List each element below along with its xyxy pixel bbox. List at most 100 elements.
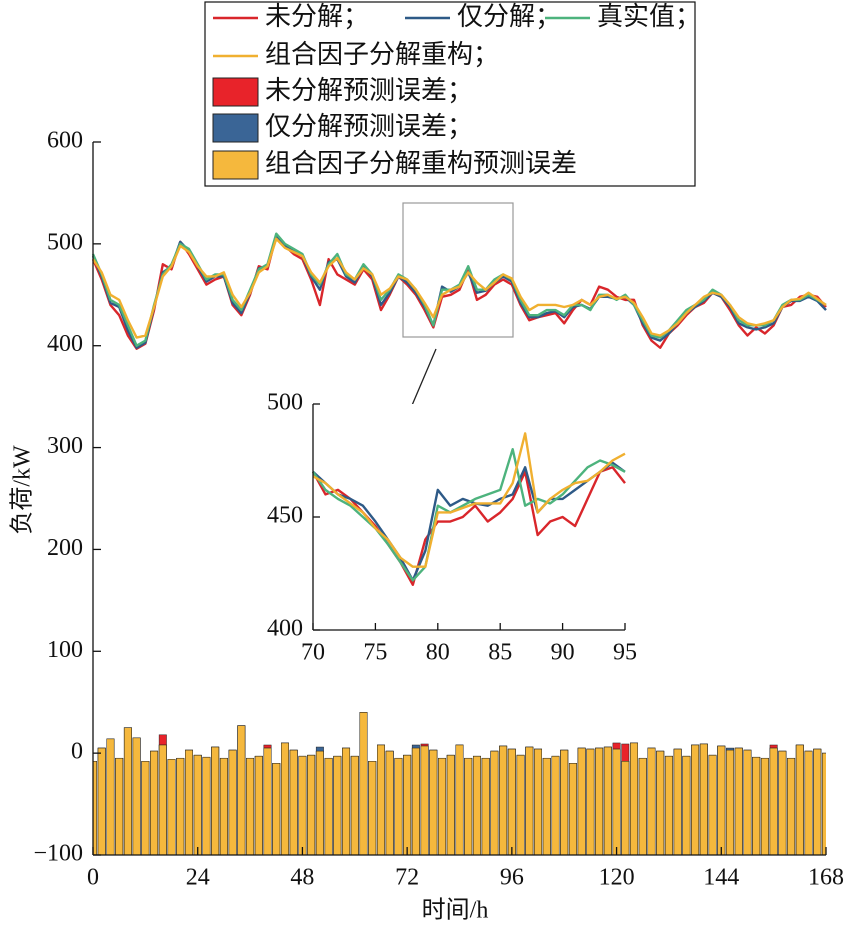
error-bar [115,757,124,855]
legend-swatch [212,150,259,180]
error-bar [420,745,429,855]
error-bar [403,754,412,855]
error-bar [193,754,202,855]
y-tick-label: 450 [267,503,303,529]
error-bar [490,750,499,855]
x-tick-label: 80 [426,640,450,666]
x-tick-label: 144 [703,865,739,891]
x-axis-label: 时间/h [422,897,489,924]
error-bar [560,749,569,855]
error-bar [385,750,394,855]
y-tick-label: 500 [267,390,303,416]
error-bar [254,755,263,855]
error-bar [682,755,691,855]
error-bar [699,743,708,855]
y-tick-label: 0 [71,739,83,765]
error-bar [813,748,822,855]
error-bar [455,744,464,855]
x-tick-label: 95 [613,640,637,666]
error-bar [726,749,734,855]
error-bar [769,747,778,855]
error-bar [438,757,447,855]
error-bar [612,748,621,855]
y-tick-label: 100 [47,637,83,663]
x-tick-label: 96 [500,865,524,891]
error-bar [630,742,638,855]
error-bar [542,757,551,855]
series-line [312,432,626,568]
error-bar [281,742,289,855]
series-line [91,234,827,350]
legend-label: 真实值； [597,2,701,31]
error-bar [822,752,826,855]
error-bar [464,757,473,855]
error-bar [394,757,403,855]
legend-label: 组合因子分解重构； [265,40,499,69]
legend-swatch [212,113,259,143]
error-bar [411,747,420,855]
error-bar [752,756,761,855]
error-bar [93,761,97,855]
x-tick-label: 70 [301,640,325,666]
x-tick-label: 168 [808,865,844,891]
error-bar [237,725,246,855]
error-bar [691,744,700,855]
error-bar [664,755,673,855]
error-bar [342,747,351,855]
y-axis-label: 负荷/kW [9,445,36,535]
error-bar [359,712,368,855]
error-bar [333,755,342,855]
error-bar [795,744,804,855]
error-bar [97,747,106,855]
error-bar [350,755,359,855]
series-line [91,237,827,339]
error-bar [778,750,787,855]
error-bar [202,756,211,855]
error-bar [673,748,682,855]
y-tick-label: 300 [47,433,83,459]
error-bar [621,761,630,855]
bars [93,712,826,855]
y-tick-label: 500 [47,229,83,255]
legend-label: 未分解预测误差； [265,76,473,105]
error-bar [272,763,281,855]
error-bar [263,747,272,855]
legend-label: 仅分解； [457,2,561,31]
error-bar [499,745,508,855]
error-bar [167,759,176,855]
error-bar [760,757,769,855]
error-bar [106,738,115,855]
error-bar [647,747,656,855]
y-tick-label: 600 [47,128,83,154]
error-bar [568,763,577,855]
error-bar [176,757,185,855]
y-tick-label: −100 [33,841,83,867]
error-bar [586,748,595,855]
x-tick-label: 85 [488,640,512,666]
x-tick-label: 48 [290,865,314,891]
y-tick-label: 400 [47,331,83,357]
error-bar [472,755,481,855]
error-bar [324,757,333,855]
error-bar [141,761,150,855]
error-bar [368,761,377,855]
error-bar [481,757,490,855]
error-bar [132,737,141,855]
legend-label: 仅分解预测误差； [265,112,473,141]
x-tick-label: 75 [363,640,387,666]
error-bar [446,754,455,855]
error-bar [307,754,316,855]
x-tick-label: 0 [87,865,99,891]
legend-swatch [212,77,259,107]
error-bar [377,744,385,855]
error-bar [656,750,665,855]
error-bar [246,757,255,855]
y-tick-label: 400 [267,616,303,642]
error-bar [525,746,534,855]
legend-label: 组合因子分解重构预测误差 [265,149,577,178]
error-bar [577,747,586,855]
legend-box [204,1,696,187]
